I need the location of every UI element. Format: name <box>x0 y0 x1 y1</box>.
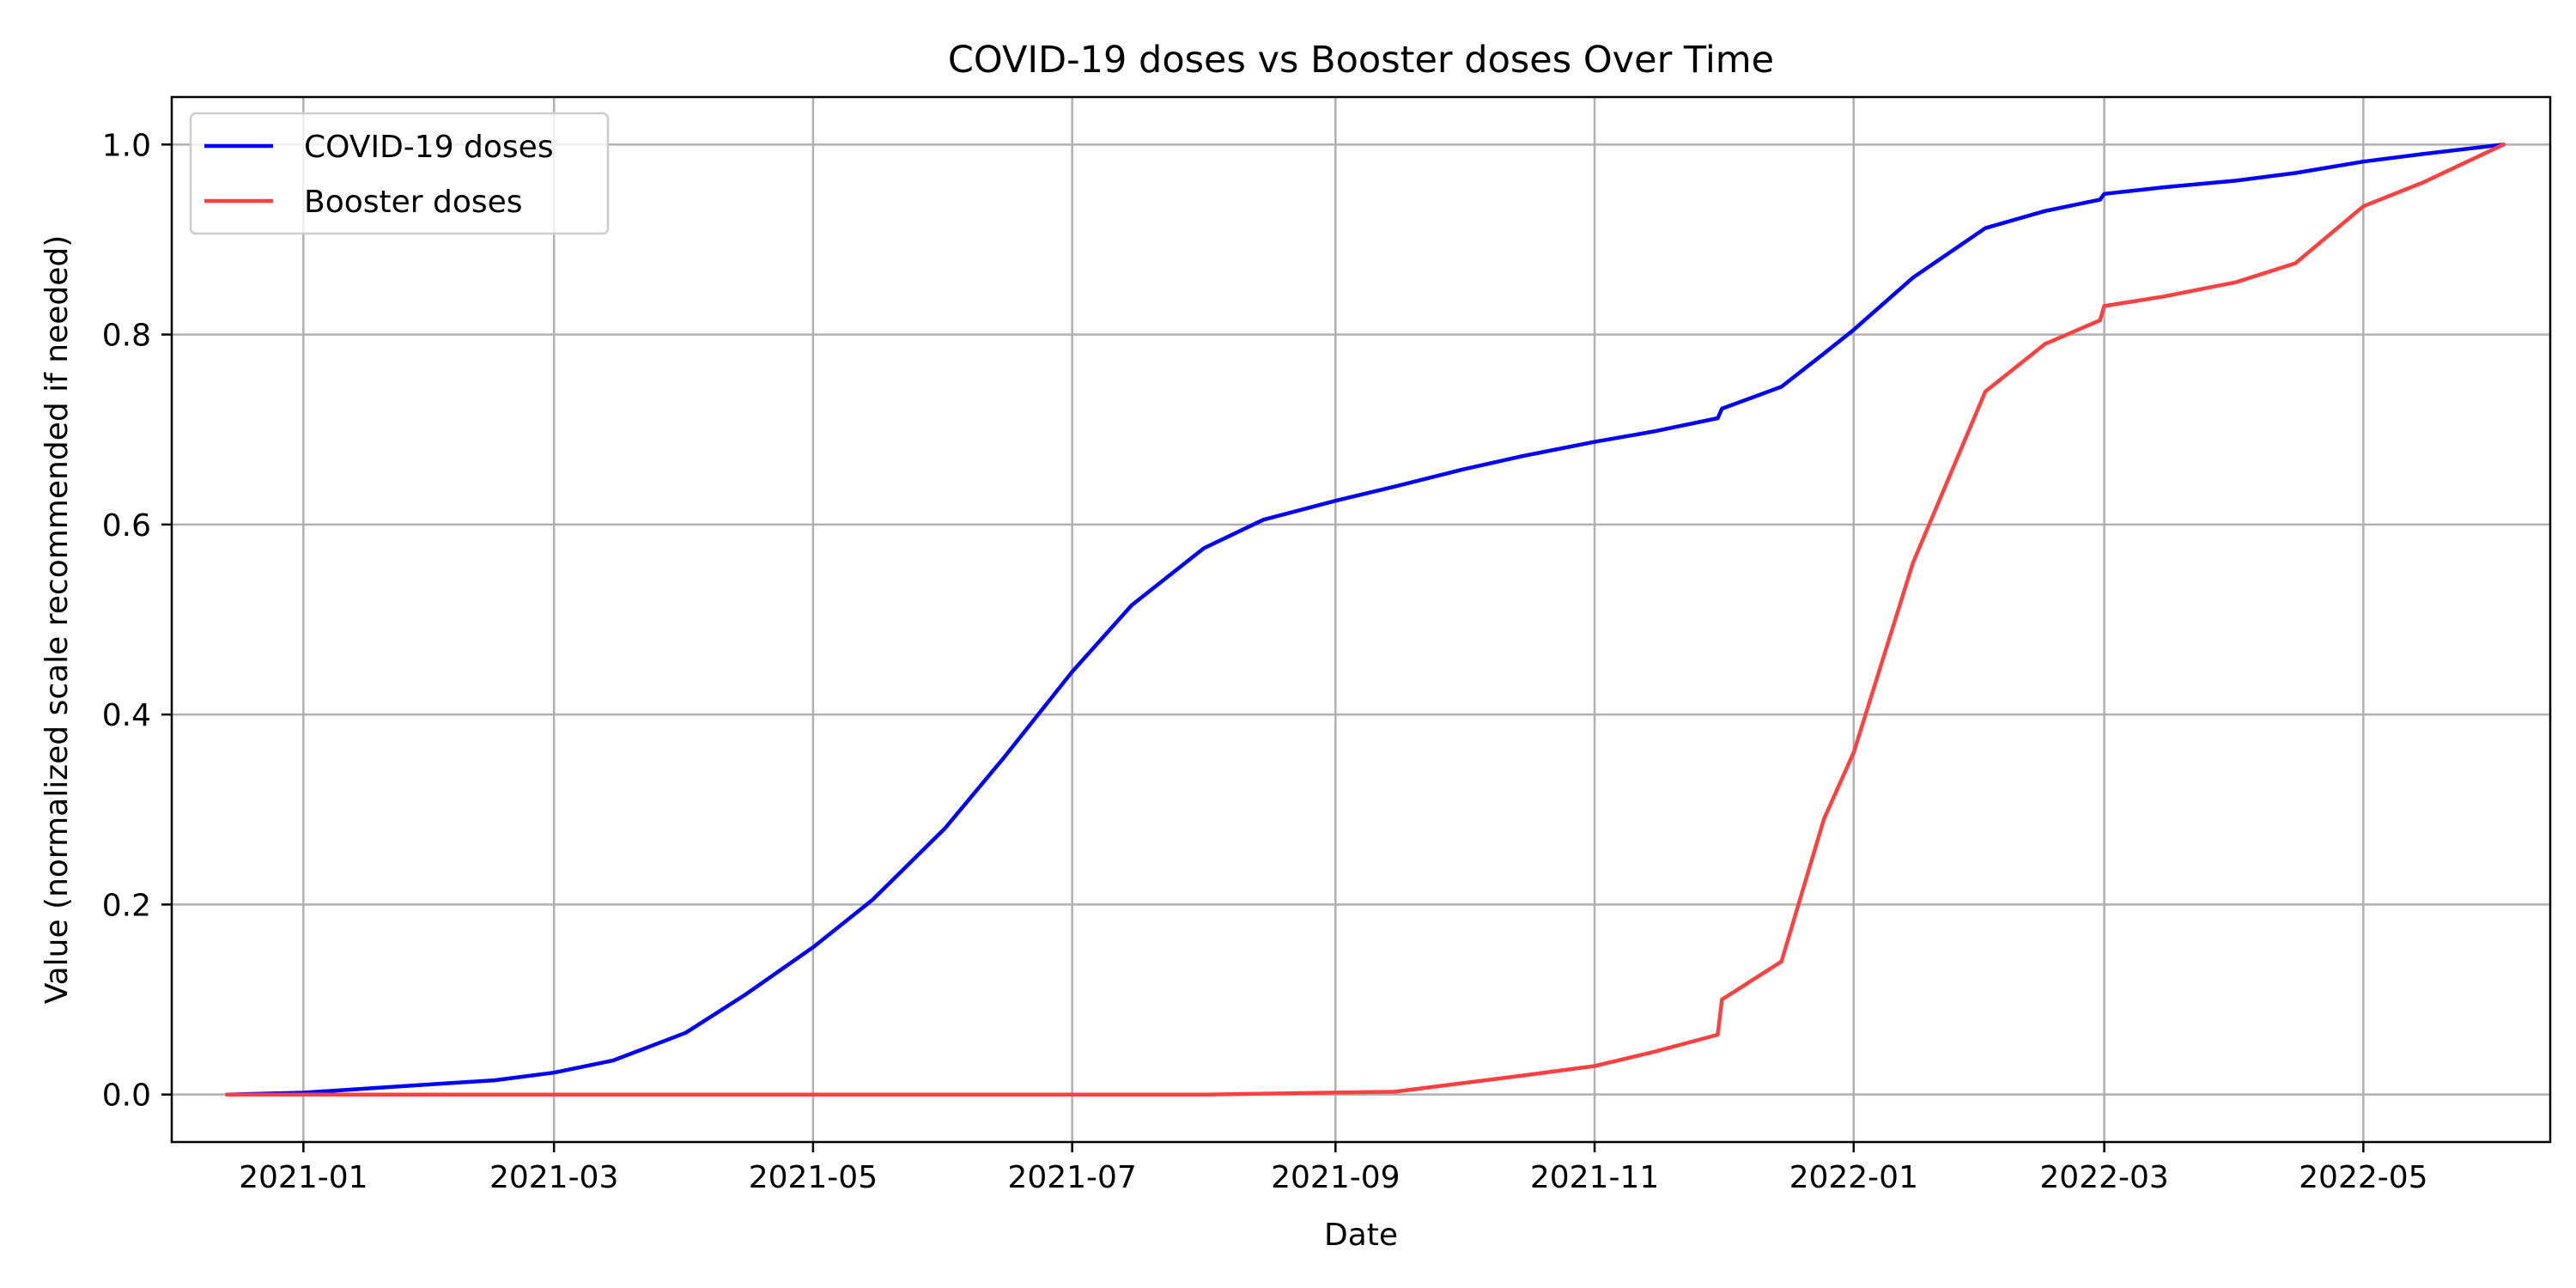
y-tick-label: 1.0 <box>102 128 151 163</box>
chart-title: COVID-19 doses vs Booster doses Over Tim… <box>948 39 1774 82</box>
x-tick-label: 2022-01 <box>1789 1160 1918 1195</box>
booster-doses-line <box>225 143 2506 1097</box>
x-tick-label: 2021-11 <box>1530 1160 1659 1195</box>
x-tick-label: 2021-03 <box>489 1160 618 1195</box>
x-axis-label: Date <box>1324 1218 1398 1253</box>
legend-box <box>189 112 610 235</box>
x-tick-label: 2021-05 <box>749 1160 878 1195</box>
x-tick-label: 2021-09 <box>1271 1160 1400 1195</box>
x-tick-label: 2021-01 <box>239 1160 368 1195</box>
y-tick-label: 0.2 <box>102 888 151 923</box>
x-axis: 2021-01 2021-03 2021-05 2021-07 2021-09 2021-… <box>239 1142 2428 1195</box>
legend: COVID-19 doses Booster doses <box>189 112 610 235</box>
grid <box>172 97 2550 1142</box>
y-tick-label: 0.6 <box>102 508 151 544</box>
y-tick-label: 0.8 <box>102 319 151 354</box>
x-tick-label: 2022-05 <box>2299 1160 2427 1195</box>
series-layer <box>225 143 2506 1097</box>
y-tick-label: 0.0 <box>102 1078 151 1114</box>
y-axis-label: Value (normalized scale recommended if n… <box>39 235 75 1005</box>
y-tick-label: 0.4 <box>102 698 151 733</box>
y-axis: 0.0 0.2 0.4 0.6 0.8 1.0 <box>102 128 172 1114</box>
plot-frame <box>170 95 2552 1144</box>
covid-doses-line <box>225 143 2506 1097</box>
legend-label: COVID-19 doses <box>304 130 554 165</box>
x-tick-label: 2022-03 <box>2039 1160 2168 1195</box>
x-tick-label: 2021-07 <box>1007 1160 1136 1195</box>
legend-label: Booster doses <box>304 185 523 220</box>
